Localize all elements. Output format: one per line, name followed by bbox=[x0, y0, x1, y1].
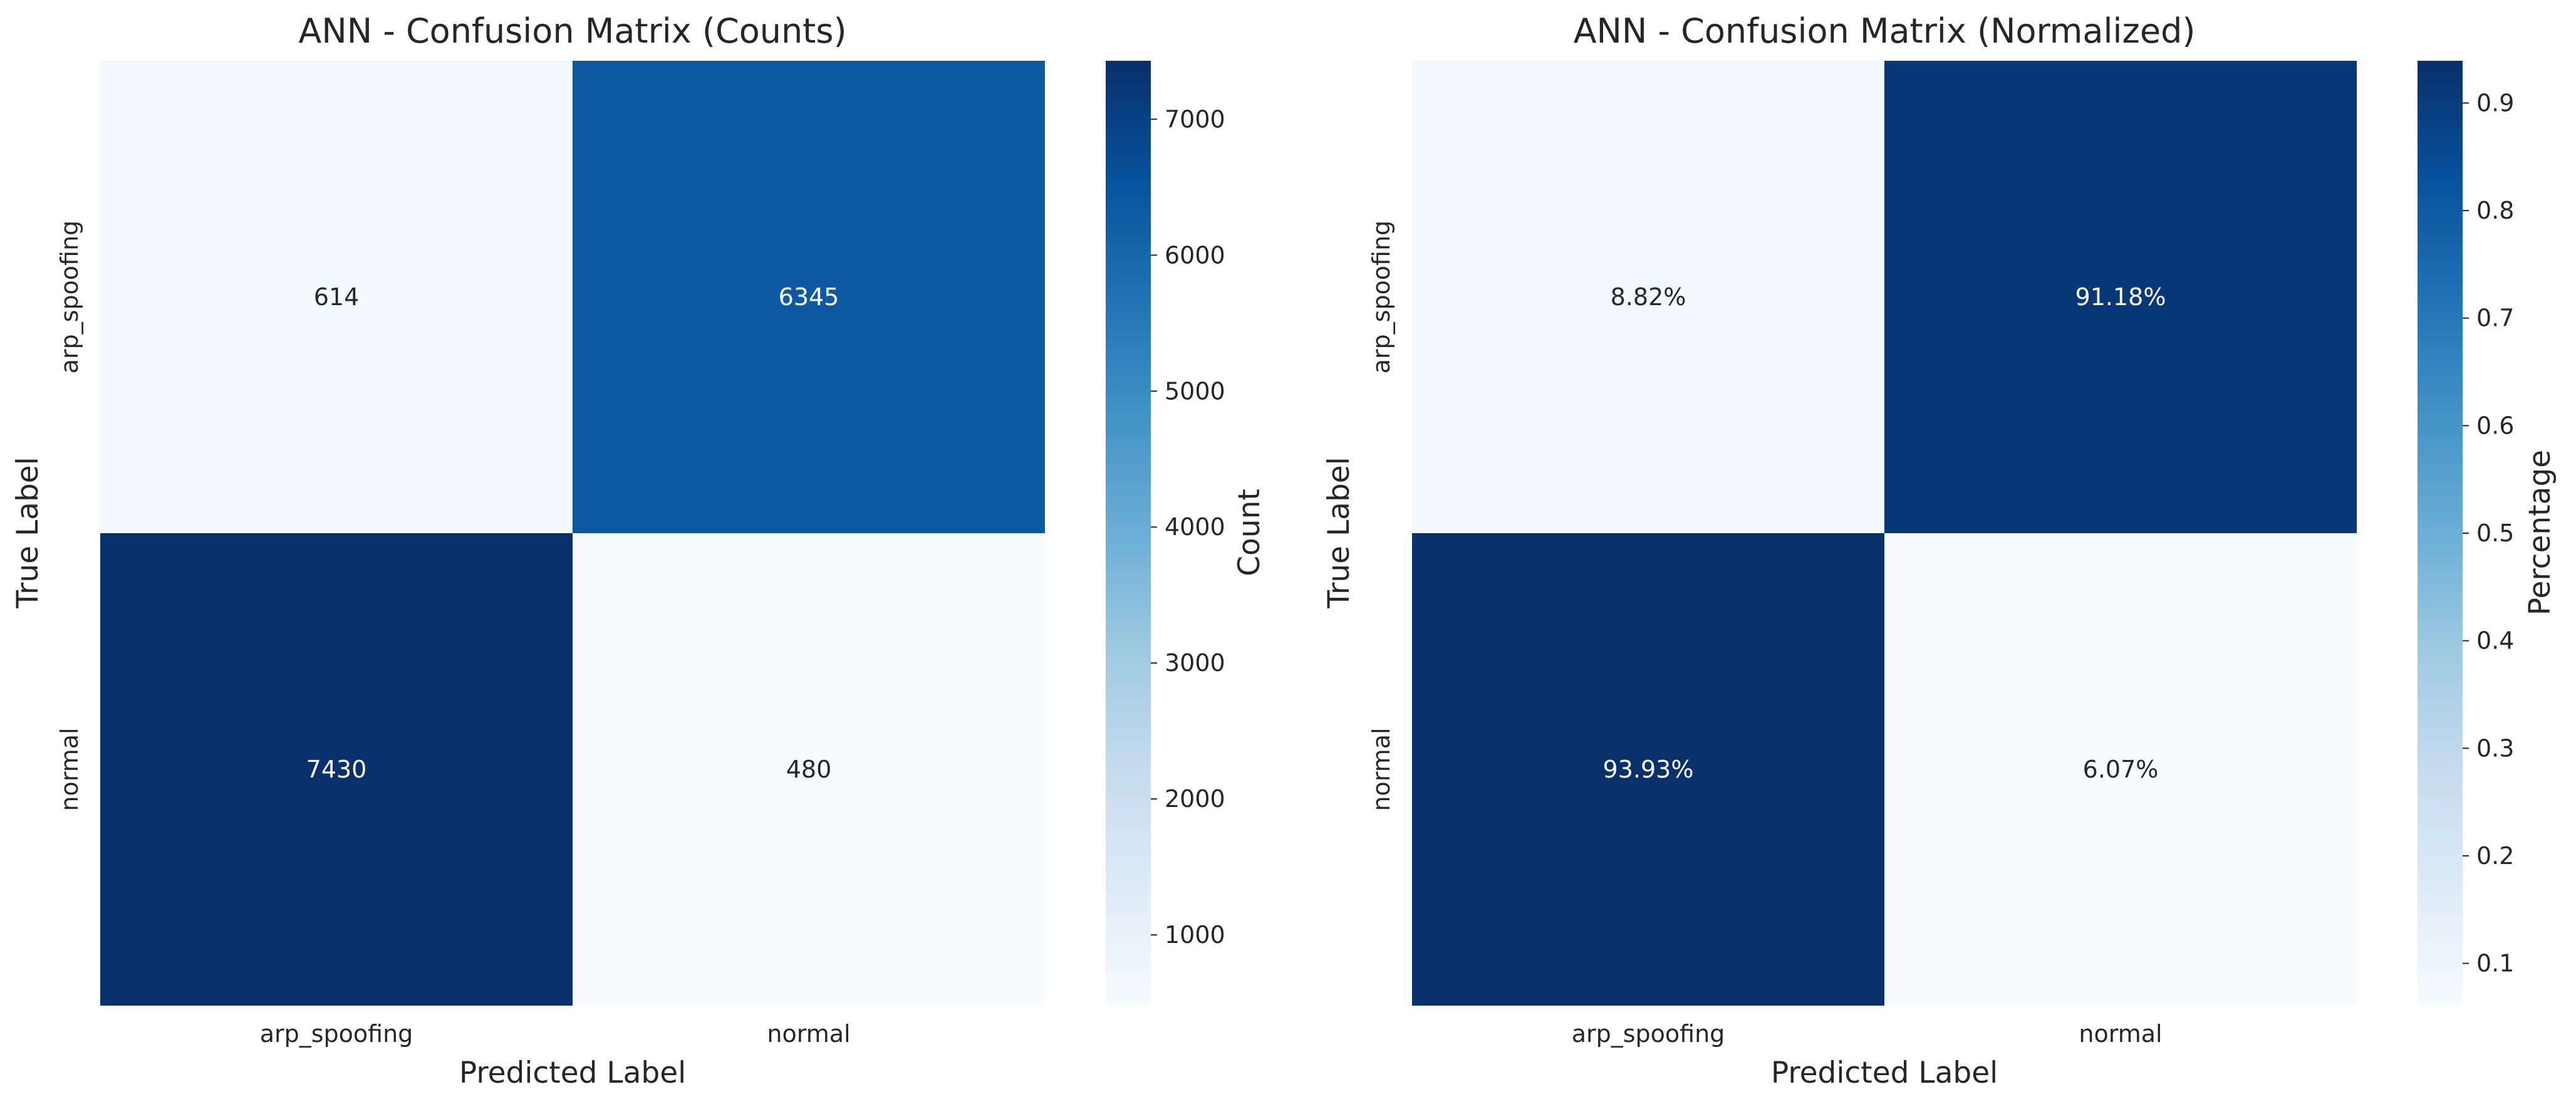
cell-value-label: 8.82% bbox=[1611, 283, 1686, 311]
colorbar-tick-label: 4000 bbox=[1165, 513, 1225, 541]
heatmap-cell bbox=[1884, 533, 2357, 1006]
colorbar-tick-label: 0.3 bbox=[2476, 734, 2514, 762]
heatmap-cell bbox=[100, 61, 573, 533]
cell-value-label: 7430 bbox=[306, 756, 367, 783]
heatmap-cells: 614 6345 7430 480 bbox=[100, 61, 1045, 1006]
colorbar-ticks: 0.1 0.2 0.3 0.4 0.5 0.6 0.7 0.8 0.9 bbox=[2463, 89, 2514, 977]
cell-value-label: 614 bbox=[314, 283, 360, 311]
heatmap-cell bbox=[100, 533, 573, 1006]
heatmap-cells: 8.82% 91.18% 93.93% 6.07% bbox=[1412, 61, 2357, 1006]
panel-normalized: ANN - Confusion Matrix (Normalized) 8.82… bbox=[1322, 11, 2557, 1090]
heatmap-cell bbox=[1412, 61, 1884, 533]
x-tick-label: arp_spoofing bbox=[260, 1020, 413, 1048]
colorbar-tick-label: 3000 bbox=[1165, 649, 1225, 677]
colorbar bbox=[1106, 61, 1151, 1006]
y-axis-label: True Label bbox=[1322, 457, 1356, 609]
heatmap-cell bbox=[573, 533, 1045, 1006]
x-tick-labels: arp_spoofing normal bbox=[1572, 1020, 2163, 1048]
colorbar-tick-label: 0.8 bbox=[2476, 197, 2514, 224]
cell-value-label: 6345 bbox=[779, 283, 839, 311]
panel-counts: ANN - Confusion Matrix (Counts) 614 6345 7… bbox=[11, 11, 1267, 1090]
colorbar-ticks: 1000 2000 3000 4000 5000 6000 7000 bbox=[1151, 105, 1225, 949]
colorbar-tick-label: 5000 bbox=[1165, 377, 1225, 405]
colorbar-label: Count bbox=[1232, 489, 1267, 576]
y-tick-label: arp_spoofing bbox=[1368, 221, 1395, 374]
x-tick-labels: arp_spoofing normal bbox=[260, 1020, 851, 1048]
colorbar-tick-label: 1000 bbox=[1165, 921, 1225, 949]
colorbar-label: Percentage bbox=[2523, 450, 2557, 615]
colorbar-tick-label: 0.4 bbox=[2476, 627, 2514, 655]
colorbar-tick-label: 0.5 bbox=[2476, 519, 2514, 547]
heatmap-cell bbox=[573, 61, 1045, 533]
colorbar-tick-label: 0.7 bbox=[2476, 305, 2514, 332]
cell-value-label: 91.18% bbox=[2075, 283, 2166, 311]
colorbar-tick-label: 0.9 bbox=[2476, 89, 2514, 117]
y-tick-label: normal bbox=[1368, 727, 1395, 811]
colorbar-tick-label: 0.2 bbox=[2476, 842, 2514, 870]
y-tick-label: normal bbox=[56, 727, 83, 811]
colorbar-tick-label: 2000 bbox=[1165, 785, 1225, 813]
heatmap-cell bbox=[1884, 61, 2357, 533]
x-tick-label: normal bbox=[2079, 1020, 2162, 1048]
y-tick-label: arp_spoofing bbox=[56, 221, 83, 374]
colorbar-tick-label: 0.6 bbox=[2476, 412, 2514, 439]
cell-value-label: 93.93% bbox=[1603, 756, 1694, 783]
colorbar-tick-label: 7000 bbox=[1165, 105, 1225, 133]
cell-value-label: 480 bbox=[786, 756, 832, 783]
x-axis-label: Predicted Label bbox=[1771, 1056, 1998, 1090]
colorbar-tick-label: 6000 bbox=[1165, 241, 1225, 269]
colorbar-tick-label: 0.1 bbox=[2476, 950, 2514, 977]
x-axis-label: Predicted Label bbox=[459, 1056, 686, 1090]
chart-title: ANN - Confusion Matrix (Normalized) bbox=[1574, 11, 2196, 51]
y-axis-label: True Label bbox=[11, 457, 45, 609]
chart-title: ANN - Confusion Matrix (Counts) bbox=[298, 11, 846, 51]
colorbar bbox=[2418, 61, 2463, 1006]
x-tick-label: normal bbox=[767, 1020, 850, 1048]
heatmap-cell bbox=[1412, 533, 1884, 1006]
x-tick-label: arp_spoofing bbox=[1572, 1020, 1725, 1048]
cell-value-label: 6.07% bbox=[2083, 756, 2159, 783]
